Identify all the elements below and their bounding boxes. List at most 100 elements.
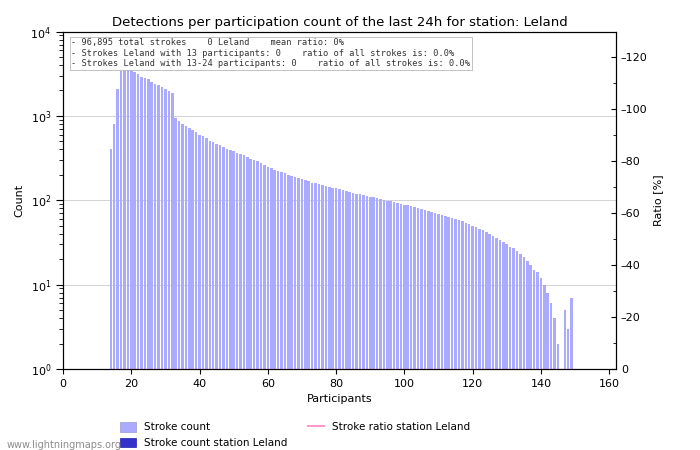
Bar [307,181,310,450]
Bar [492,236,494,450]
Bar [550,303,552,450]
Legend: Stroke count, Stroke count station Leland, Stroke ratio station Leland: Stroke count, Stroke count station Lelan… [116,418,475,450]
Bar [482,230,484,450]
Bar [331,188,334,450]
Bar [526,261,528,450]
Bar [424,210,426,450]
Bar [318,184,321,450]
Bar [365,196,368,450]
Bar [362,195,365,450]
Bar [396,203,399,450]
Bar [444,216,447,450]
Bar [209,140,211,450]
Bar [478,229,481,450]
Bar [438,214,440,450]
Bar [280,172,283,450]
Bar [465,223,467,450]
Bar [335,189,337,450]
Bar [178,121,181,450]
Title: Detections per participation count of the last 24h for station: Leland: Detections per participation count of th… [111,16,568,29]
Bar [376,198,378,450]
Bar [342,190,344,450]
Bar [284,173,286,450]
Bar [185,126,187,450]
Bar [372,198,375,450]
Bar [540,278,542,450]
Bar [485,232,488,450]
Bar [120,71,122,450]
Bar [116,89,119,450]
Bar [407,205,409,450]
Bar [130,70,132,450]
Bar [321,185,323,450]
Bar [570,298,573,450]
Bar [140,77,143,450]
Bar [410,206,412,450]
Bar [253,160,256,450]
Bar [171,93,174,450]
Bar [383,200,385,450]
Bar [498,240,501,450]
Bar [311,183,314,450]
Bar [243,155,245,450]
Bar [123,67,126,450]
Bar [270,168,272,450]
Bar [150,81,153,450]
Y-axis label: Count: Count [15,184,24,217]
Bar [181,124,184,450]
Bar [567,329,570,450]
Bar [147,80,150,450]
Bar [379,199,382,450]
Bar [413,207,416,450]
Bar [461,221,463,450]
Bar [205,139,208,450]
Bar [547,293,549,450]
Bar [325,186,327,450]
Bar [202,136,204,450]
Bar [505,244,508,450]
Bar [229,150,232,450]
Bar [260,162,262,450]
Bar [352,193,354,450]
Bar [174,118,177,450]
Bar [403,204,405,450]
Bar [434,213,436,450]
Bar [236,153,239,450]
Bar [287,175,290,450]
Bar [134,72,136,450]
Bar [267,166,269,450]
Bar [246,157,248,450]
Bar [298,178,300,450]
Bar [290,176,293,450]
Bar [556,344,559,450]
Bar [489,234,491,450]
X-axis label: Participants: Participants [307,394,372,404]
Bar [356,194,358,450]
Bar [389,201,392,450]
Bar [314,184,317,450]
Bar [447,216,450,450]
Bar [198,135,201,450]
Bar [188,128,190,450]
Bar [249,159,252,450]
Bar [216,144,218,450]
Bar [191,130,194,450]
Bar [533,270,536,450]
Bar [400,204,402,450]
Text: www.lightningmaps.org: www.lightningmaps.org [7,440,122,450]
Bar [512,248,515,450]
Bar [536,272,539,450]
Bar [509,247,512,450]
Bar [109,149,112,450]
Bar [502,242,505,450]
Bar [471,225,474,450]
Bar [127,68,129,450]
Bar [553,318,556,450]
Bar [154,84,156,450]
Bar [458,220,461,450]
Bar [274,170,276,450]
Bar [440,215,443,450]
Bar [239,154,241,450]
Bar [161,87,163,450]
Bar [519,254,522,450]
